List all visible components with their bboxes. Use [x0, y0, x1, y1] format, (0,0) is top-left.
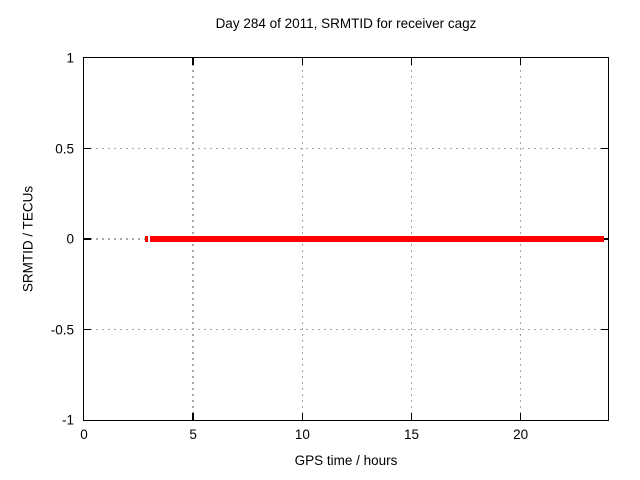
- y-tick-label: -0.5: [50, 322, 74, 337]
- y-tick-label: -1: [61, 412, 74, 428]
- tick-mark-x-top: [301, 58, 304, 65]
- tick-mark-y-left: [84, 328, 91, 331]
- tick-mark-y-right: [601, 328, 608, 331]
- tick-mark-x-top: [519, 58, 522, 65]
- x-tick-label: 20: [513, 427, 529, 442]
- tick-mark-x-bottom: [301, 413, 304, 420]
- y-tick-label: 0: [66, 231, 74, 247]
- tick-mark-y-left: [84, 147, 91, 150]
- tick-mark-x-bottom: [192, 413, 194, 420]
- x-tick-label: 5: [189, 427, 197, 442]
- x-tick-label: 0: [80, 427, 88, 442]
- series-line-SRMTID: [149, 236, 605, 242]
- y-tick-label: 0.5: [55, 141, 74, 156]
- tick-mark-y-right: [601, 147, 608, 150]
- tick-mark-y-right: [601, 238, 608, 240]
- x-axis-label: GPS time / hours: [294, 453, 398, 468]
- tick-mark-y-left: [84, 238, 91, 240]
- x-tick-label: 15: [403, 427, 420, 442]
- chart-title: Day 284 of 2011, SRMTID for receiver cag…: [215, 16, 477, 31]
- y-tick-label: 1: [66, 50, 74, 66]
- tick-mark-x-bottom: [410, 413, 413, 420]
- gridline-y-0.5: [84, 147, 608, 150]
- series-line-SRMTID: [144, 236, 148, 242]
- tick-mark-x-top: [410, 58, 413, 65]
- plot-area: [83, 57, 609, 421]
- tick-mark-x-top: [192, 58, 194, 65]
- x-tick-label: 10: [294, 427, 310, 442]
- gridline-y--0.5: [84, 328, 608, 331]
- tick-mark-x-bottom: [519, 413, 522, 420]
